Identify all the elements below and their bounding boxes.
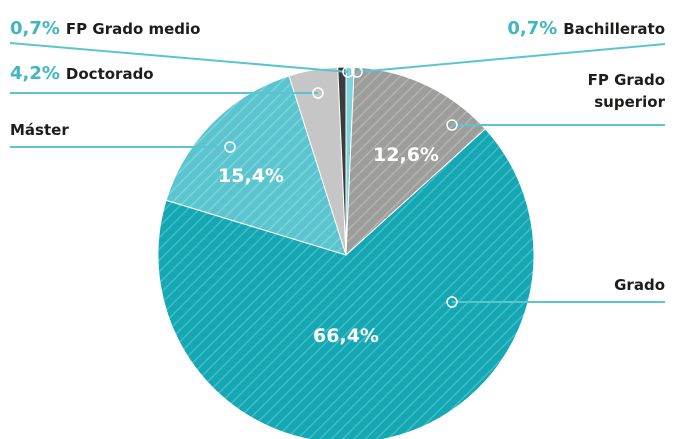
leader-marker bbox=[224, 141, 236, 153]
slice-label: 0,7% Bachillerato bbox=[507, 18, 665, 40]
value-label: 15,4% bbox=[218, 165, 284, 187]
slice-label: FP Grado superior bbox=[575, 69, 665, 113]
category-label: Doctorado bbox=[65, 65, 154, 83]
category-label: FP Grado medio bbox=[65, 20, 201, 38]
leader-line bbox=[9, 42, 349, 73]
value-label: 12,6% bbox=[373, 144, 439, 166]
value-label: 0,7% bbox=[507, 18, 558, 39]
value-label: 4,2% bbox=[10, 63, 60, 84]
slice-label: 0,7% FP Grado medio bbox=[10, 18, 200, 40]
leader-marker bbox=[351, 66, 363, 78]
slice-label: 4,2% Doctorado bbox=[10, 63, 154, 85]
category-label: Máster bbox=[10, 121, 69, 139]
leader-marker bbox=[312, 87, 324, 99]
value-label: 0,7% bbox=[10, 18, 60, 39]
leader-marker bbox=[446, 119, 458, 131]
slice-label: Grado bbox=[614, 274, 665, 296]
leader-line bbox=[356, 43, 666, 73]
category-label: FP Grado superior bbox=[587, 71, 665, 111]
category-label: Grado bbox=[614, 276, 665, 294]
value-label: 66,4% bbox=[313, 325, 379, 347]
leader-marker bbox=[342, 66, 354, 78]
leader-marker bbox=[446, 296, 458, 308]
category-label: Bachillerato bbox=[563, 20, 665, 38]
slice-label: Máster bbox=[10, 119, 69, 141]
